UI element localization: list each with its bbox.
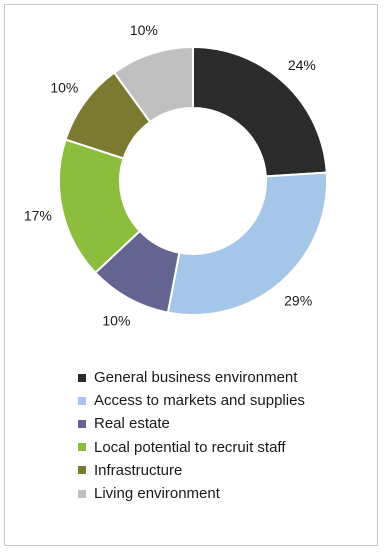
slice-label-local-potential-to-recruit-staff: 17%	[24, 208, 52, 224]
slice-label-access-to-markets-and-supplies: 29%	[284, 292, 312, 308]
legend-item-general-business-environment: General business environment	[78, 366, 305, 389]
slice-label-infrastructure: 10%	[50, 80, 78, 96]
slice-label-real-estate: 10%	[102, 312, 130, 328]
slice-labels: 24% 29% 10% 17% 10% 10%	[24, 22, 316, 329]
slice-general-business-environment	[192, 45, 328, 178]
legend-swatch	[78, 443, 86, 452]
legend-item-access-to-markets-and-supplies: Access to markets and supplies	[78, 389, 305, 412]
legend-swatch	[78, 396, 86, 405]
slice-label-living-environment: 10%	[130, 22, 158, 38]
slice-label-general-business-environment: 24%	[288, 57, 316, 73]
legend: General business environment Access to m…	[78, 366, 305, 505]
legend-label: Local potential to recruit staff	[94, 438, 286, 456]
legend-label: Infrastructure	[94, 461, 183, 479]
legend-label: Living environment	[94, 485, 220, 503]
legend-label: Real estate	[94, 415, 170, 433]
legend-item-infrastructure: Infrastructure	[78, 459, 305, 482]
donut-slices	[58, 45, 329, 316]
legend-item-local-potential-to-recruit-staff: Local potential to recruit staff	[78, 436, 305, 459]
slice-living-environment	[112, 45, 194, 124]
legend-swatch	[78, 489, 86, 498]
legend-item-living-environment: Living environment	[78, 482, 305, 505]
slice-access-to-markets-and-supplies	[166, 171, 329, 316]
legend-swatch	[78, 466, 86, 475]
donut-chart: 24% 29% 10% 17% 10% 10%	[24, 22, 329, 329]
legend-swatch	[78, 419, 86, 428]
legend-label: Access to markets and supplies	[94, 392, 305, 410]
legend-item-real-estate: Real estate	[78, 412, 305, 435]
legend-label: General business environment	[94, 369, 298, 387]
legend-swatch	[78, 373, 86, 382]
